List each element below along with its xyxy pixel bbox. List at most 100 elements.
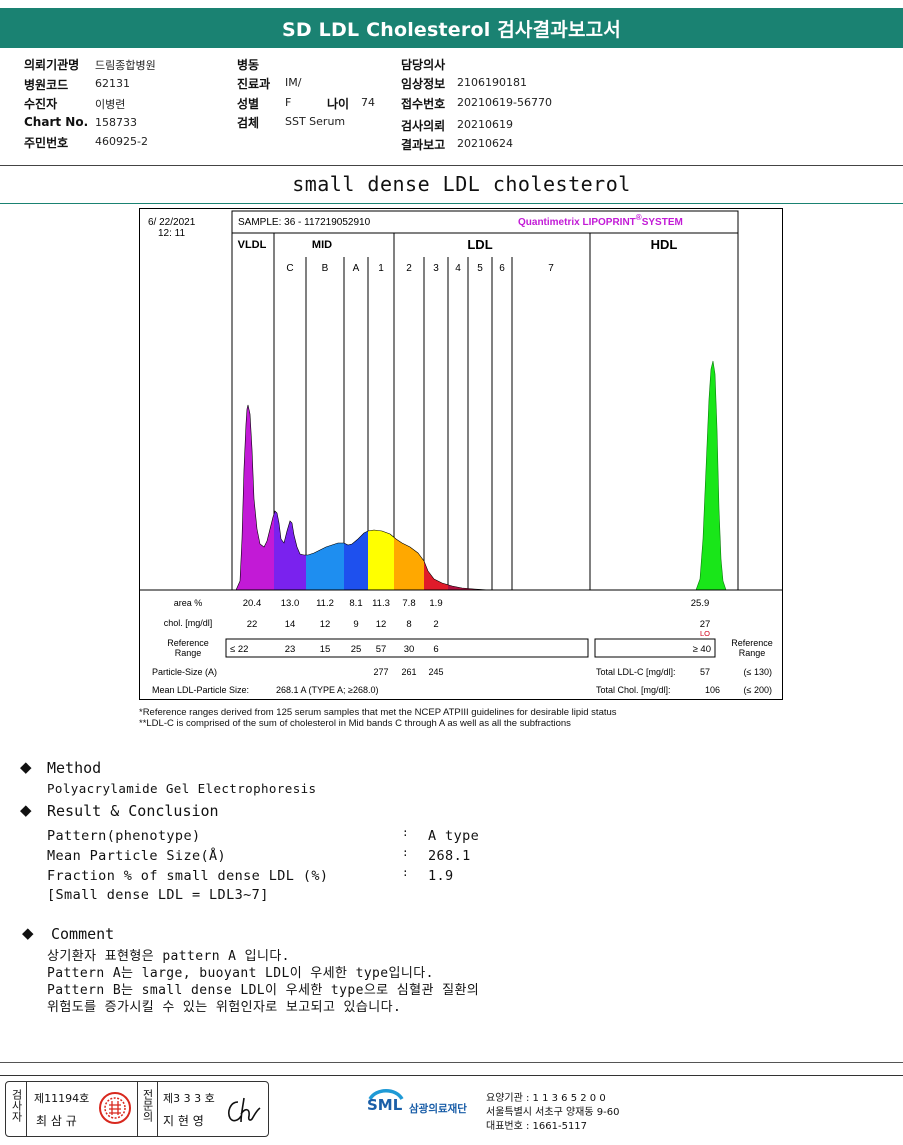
ref-right-line-1: Reference [731,638,773,648]
footer-divider-2 [0,1075,903,1076]
chart-date: 6/ 22/2021 [148,217,196,228]
curve-segment [424,561,448,590]
sample-id: SAMPLE: 36 - 117219052910 [238,217,371,228]
area-value: 11.3 [372,598,390,609]
hospital-value: 드림종합병원 [95,59,156,72]
area-value: 13.0 [281,598,300,609]
comment-line: Pattern B는 small dense LDL이 우세한 type으로 심… [47,983,480,998]
sml-logo-text: SML [367,1096,403,1114]
pattern-label: Pattern(phenotype) [47,828,201,844]
area-value: 8.1 [349,598,362,609]
curve-segment [306,543,344,590]
hdl-area-value: 25.9 [691,598,710,609]
patient-value: 이병련 [95,98,126,111]
result-bullet-icon: ◆ [20,801,32,819]
comment-bullet-icon: ◆ [22,924,34,942]
row-label-area: area % [174,598,203,608]
group-vldl: VLDL [238,239,267,251]
chol-value: 22 [247,619,258,630]
band-label: C [286,263,293,274]
area-values: 20.4 13.0 11.2 8.1 11.3 7.8 1.9 [243,598,443,609]
mean-size-label: Mean Particle Size(Å) [47,848,227,864]
ref-values: 23 15 25 57 30 6 [285,644,439,655]
result-heading: Result & Conclusion [47,802,219,820]
report-title: SD LDL Cholesterol 검사결과보고서 [0,8,903,48]
header-row: 의뢰기관명 드림종합병원 [24,56,224,76]
brand-system: SYSTEM [642,217,683,228]
fraction-value: 1.9 [428,868,454,884]
sex-label: 성별 [237,97,260,111]
ref-value: 25 [351,644,362,655]
row-label-ref-right: Reference Range [731,638,773,658]
section-divider [0,203,903,204]
row-label-ref: Reference Range [167,638,209,658]
age-label: 나이 [327,97,350,111]
ref-line-1: Reference [167,638,209,648]
report-date-value: 20210624 [457,137,513,150]
group-hdl: HDL [651,237,678,252]
group-mid: MID [312,239,332,251]
band-labels: C B A 1 2 3 4 5 6 7 [286,263,554,274]
chol-value: 12 [376,619,387,630]
footer-divider-1 [0,1062,903,1063]
header-row: 수진자 이병련 [24,95,224,115]
handwritten-signature-icon [228,1097,261,1123]
reference-note-1: *Reference ranges derived from 125 serum… [139,707,617,718]
chol-value: 9 [353,619,358,630]
area-value: 11.2 [316,598,334,609]
fraction-sep: : [402,866,410,879]
pattern-value: A type [428,828,480,844]
chol-value: 2 [433,619,438,630]
chol-value: 12 [320,619,331,630]
header-col3: 담당의사 임상정보 2106190181 접수번호 20210619-56770… [401,56,621,156]
psize-label: Particle-Size (A) [152,667,217,677]
request-date-label: 검사의뢰 [401,119,446,133]
mean-size-value: 268.1 [428,848,471,864]
resident-no-label: 주민번호 [24,136,69,150]
method-bullet-icon: ◆ [20,758,32,776]
curve-segment [274,511,306,590]
total-chol-ref: (≤ 200) [744,685,772,695]
ref-value: 15 [320,644,331,655]
resident-no-value: 460925-2 [95,135,148,148]
total-ldl-ref: (≤ 130) [744,667,772,677]
chol-values: 22 14 12 9 12 8 2 [247,619,439,630]
band-label: 4 [455,263,461,274]
mean-size-sep: : [402,846,410,859]
band-label: 6 [499,263,505,274]
hospital-code-value: 62131 [95,76,130,90]
area-value: 7.8 [402,598,415,609]
ref-value: 6 [433,644,438,655]
sign2-vertical-label: 전문의 [141,1089,154,1122]
org-info-1: 요양기관 : 1 1 3 6 5 2 0 0 [486,1093,606,1104]
sml-logo: SML 삼광의료재단 [366,1086,486,1126]
sex-value: F [285,96,292,109]
specimen-value: SST Serum [285,115,346,128]
sign2-name: 지 현 영 [163,1114,204,1128]
group-ldl: LDL [467,237,492,252]
psize-values: 277 261 245 [373,667,443,677]
sign2-divider-left [137,1082,138,1136]
psize-value: 245 [428,667,443,677]
sign1-vertical-label: 검사자 [10,1089,23,1122]
band-label: 1 [378,263,384,274]
comment-heading: Comment [51,925,115,943]
ward-label: 병동 [237,58,260,72]
header-row: Chart No. 158733 [24,115,224,135]
header-divider [0,165,903,166]
chart-time: 12: 11 [158,228,185,239]
band-lines [231,233,739,590]
clinical-info-label: 임상정보 [401,77,446,91]
band-label: 3 [433,263,439,274]
method-text: Polyacrylamide Gel Electrophoresis [47,781,317,796]
age-value: 74 [361,96,375,109]
section-title: small dense LDL cholesterol [292,172,631,196]
psize-value: 261 [401,667,416,677]
signature-box: 검사자 제11194호 최 삼 규 전문의 제3 3 3 호 지 현 영 [5,1081,269,1137]
sml-arc-icon [368,1089,404,1100]
ref-value: 23 [285,644,296,655]
result-table: Pattern(phenotype) : A type Mean Particl… [47,826,527,908]
brand-text: Quantimetrix LIPOPRINT [518,217,636,228]
method-heading: Method [47,759,102,777]
chol-value: 14 [285,619,296,630]
